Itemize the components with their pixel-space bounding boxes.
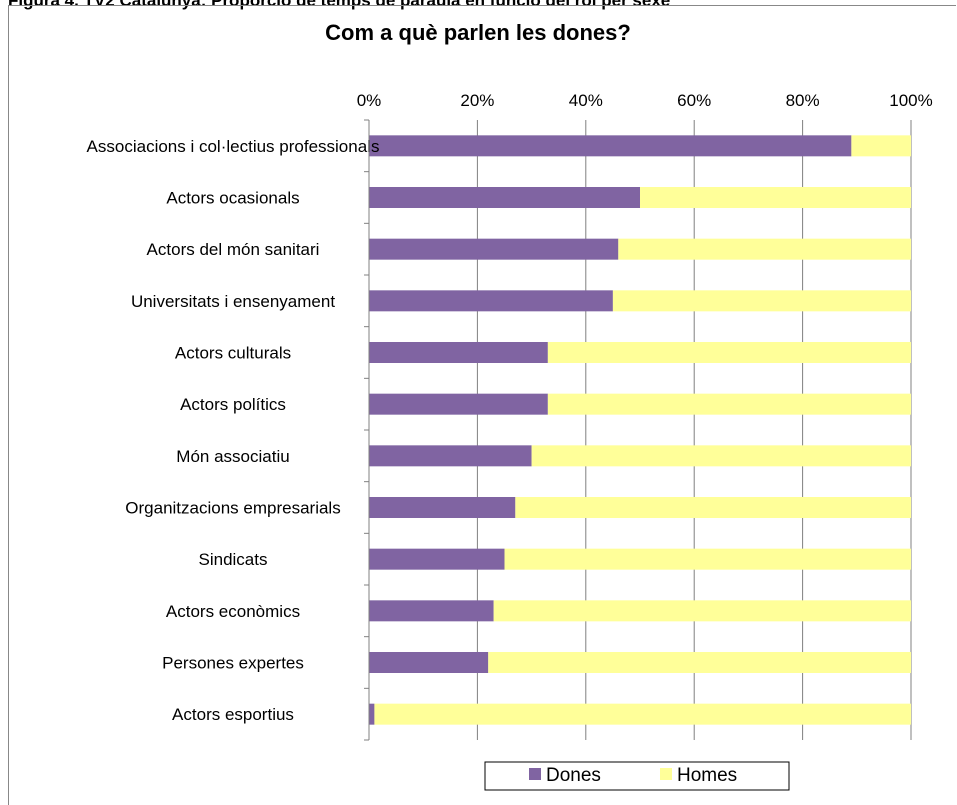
legend-label-homes: Homes — [677, 765, 737, 786]
bar-homes — [547, 393, 911, 415]
x-axis-ticks: 0% 20% 40% 60% 80% 100% — [357, 91, 933, 110]
category-labels: Associacions i col·lectius professionals… — [87, 137, 380, 724]
category-label: Actors ocasionals — [166, 189, 299, 208]
bar-dones — [369, 135, 852, 157]
bar-homes — [531, 445, 911, 467]
x-tick-label: 0% — [357, 91, 382, 110]
bar-homes — [374, 703, 911, 725]
x-tick-label: 80% — [786, 91, 820, 110]
x-tick-label: 100% — [889, 91, 932, 110]
bar-homes — [851, 135, 911, 157]
bar-homes — [493, 600, 911, 622]
bar-dones — [369, 548, 505, 570]
category-label: Actors esportius — [172, 705, 294, 724]
bar-dones — [369, 497, 516, 518]
y-axis — [364, 119, 370, 741]
chart-title: Com a què parlen les dones? — [325, 20, 631, 45]
bar-homes — [488, 652, 911, 673]
bar-dones — [369, 238, 619, 260]
bar-homes — [504, 548, 911, 570]
category-label: Món associatiu — [176, 447, 289, 466]
category-label: Associacions i col·lectius professionals — [87, 137, 380, 156]
x-tick-label: 20% — [460, 91, 494, 110]
category-label: Actors polítics — [180, 395, 286, 414]
x-tick-label: 60% — [677, 91, 711, 110]
category-label: Organitzacions empresarials — [125, 499, 340, 518]
bar-dones — [369, 445, 532, 467]
legend-swatch-dones — [529, 768, 541, 780]
category-label: Actors econòmics — [166, 602, 300, 621]
legend-label-dones: Dones — [546, 765, 601, 786]
legend-swatch-homes — [660, 768, 672, 780]
bar-dones — [369, 652, 489, 673]
category-label: Actors culturals — [175, 344, 291, 363]
bar-dones — [369, 393, 548, 415]
bar-homes — [612, 290, 911, 312]
category-label: Sindicats — [199, 550, 268, 569]
x-tick-label: 40% — [569, 91, 603, 110]
bar-dones — [369, 290, 613, 312]
bar-dones — [369, 600, 494, 622]
bar-homes — [640, 187, 911, 208]
bar-homes — [547, 342, 911, 363]
bar-homes — [515, 497, 911, 518]
bar-dones — [369, 187, 640, 208]
bars — [369, 135, 911, 725]
chart-frame — [8, 5, 956, 805]
bar-homes — [618, 238, 911, 260]
category-label: Universitats i ensenyament — [131, 292, 335, 311]
bar-dones — [369, 342, 548, 363]
category-label: Persones expertes — [162, 654, 304, 673]
legend: Dones Homes — [484, 761, 790, 791]
category-label: Actors del món sanitari — [147, 240, 320, 259]
grid-lines — [476, 120, 912, 740]
bar-dones — [369, 703, 375, 725]
